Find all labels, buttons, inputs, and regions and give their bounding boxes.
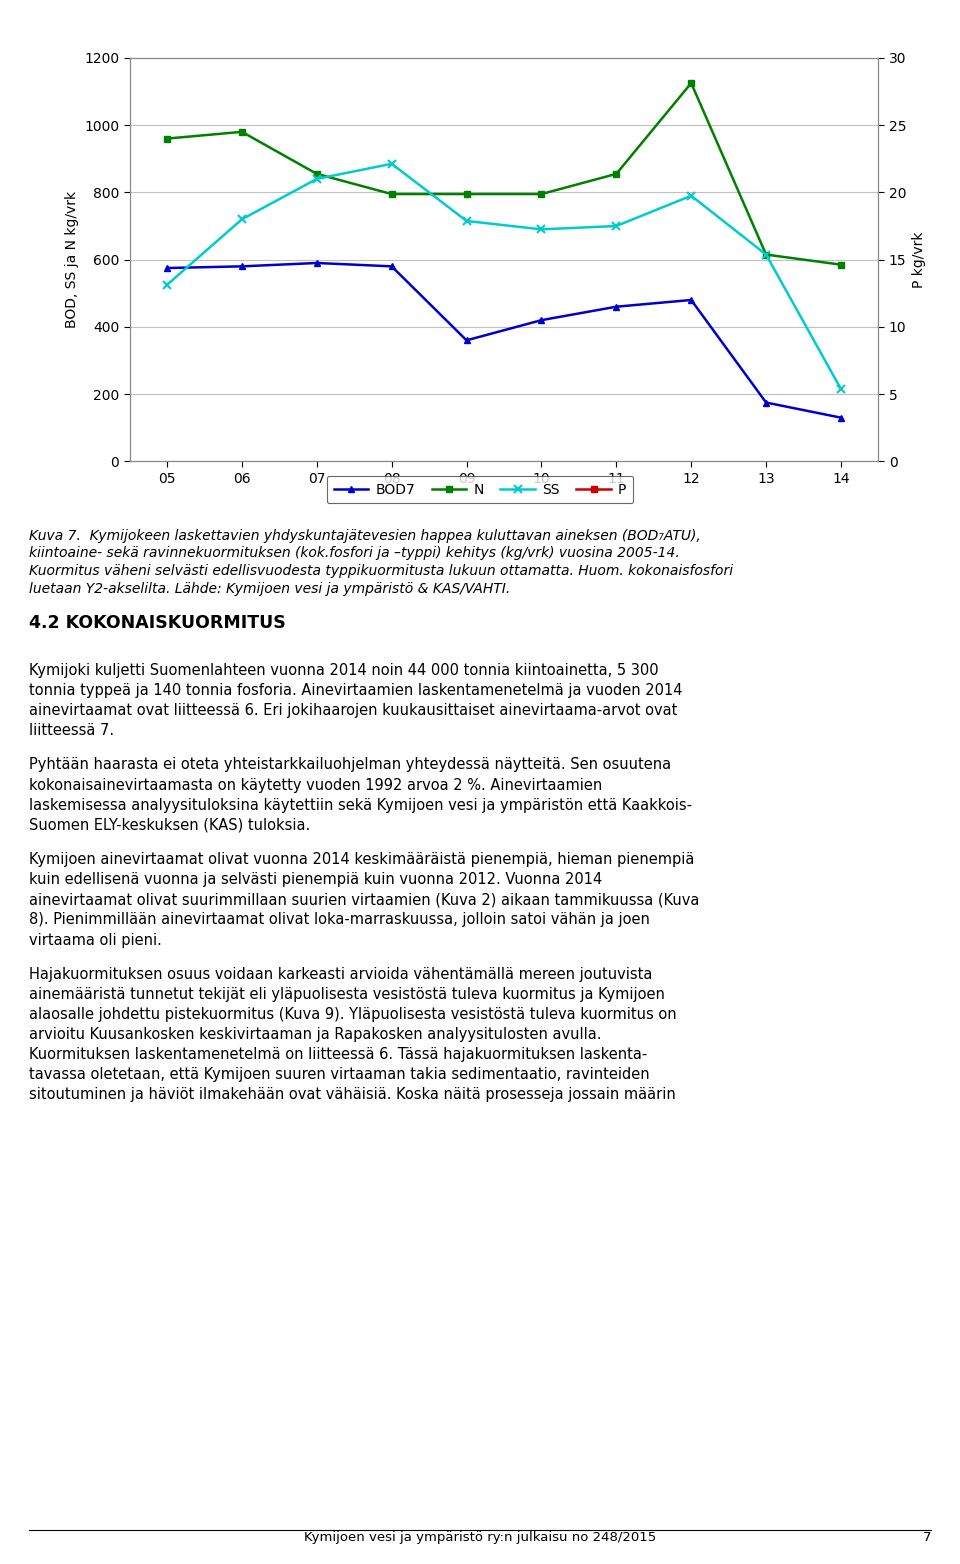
Text: Kuormituksen laskentamenetelmä on liitteessä 6. Tässä hajakuormituksen laskenta-: Kuormituksen laskentamenetelmä on liitte… xyxy=(29,1048,647,1062)
Text: sitoutuminen ja häviöt ilmakehään ovat vähäisiä. Koska näitä prosesseja jossain : sitoutuminen ja häviöt ilmakehään ovat v… xyxy=(29,1087,676,1103)
Text: kuin edellisenä vuonna ja selvästi pienempiä kuin vuonna 2012. Vuonna 2014: kuin edellisenä vuonna ja selvästi piene… xyxy=(29,873,602,887)
Text: kokonaisainevirtaamasta on käytetty vuoden 1992 arvoa 2 %. Ainevirtaamien: kokonaisainevirtaamasta on käytetty vuod… xyxy=(29,777,602,793)
Text: alaosalle johdettu pistekuormitus (Kuva 9). Yläpuolisesta vesistöstä tuleva kuor: alaosalle johdettu pistekuormitus (Kuva … xyxy=(29,1007,677,1021)
Legend: BOD7, N, SS, P: BOD7, N, SS, P xyxy=(326,475,634,504)
Text: Kuva 7.  Kymijokeen laskettavien yhdyskuntajätevesien happea kuluttavan aineksen: Kuva 7. Kymijokeen laskettavien yhdyskun… xyxy=(29,529,701,543)
Text: Pyhtään haarasta ei oteta yhteistarkkailuohjelman yhteydessä näytteitä. Sen osuu: Pyhtään haarasta ei oteta yhteistarkkail… xyxy=(29,757,671,773)
Text: Hajakuormituksen osuus voidaan karkeasti arvioida vähentämällä mereen joutuvista: Hajakuormituksen osuus voidaan karkeasti… xyxy=(29,967,652,982)
Text: Kymijoen vesi ja ympäristö ry:n julkaisu no 248/2015: Kymijoen vesi ja ympäristö ry:n julkaisu… xyxy=(304,1531,656,1544)
Text: 4.2 KOKONAISKUORMITUS: 4.2 KOKONAISKUORMITUS xyxy=(29,615,285,632)
Text: Kymijoen ainevirtaamat olivat vuonna 2014 keskimääräistä pienempiä, hieman piene: Kymijoen ainevirtaamat olivat vuonna 201… xyxy=(29,852,694,866)
Text: ainemääristä tunnetut tekijät eli yläpuolisesta vesistöstä tuleva kuormitus ja K: ainemääristä tunnetut tekijät eli yläpuo… xyxy=(29,987,664,1003)
Text: laskemisessa analyysituloksina käytettiin sekä Kymijoen vesi ja ympäristön että : laskemisessa analyysituloksina käytettii… xyxy=(29,798,692,813)
Text: Kuormitus väheni selvästi edellisvuodesta typpikuormitusta lukuun ottamatta. Huo: Kuormitus väheni selvästi edellisvuodest… xyxy=(29,565,732,579)
Text: Suomen ELY-keskuksen (KAS) tuloksia.: Suomen ELY-keskuksen (KAS) tuloksia. xyxy=(29,818,310,832)
Text: ainevirtaamat ovat liitteessä 6. Eri jokihaarojen kuukausittaiset ainevirtaama-a: ainevirtaamat ovat liitteessä 6. Eri jok… xyxy=(29,704,677,718)
Text: tonnia typpeä ja 140 tonnia fosforia. Ainevirtaamien laskentamenetelmä ja vuoden: tonnia typpeä ja 140 tonnia fosforia. Ai… xyxy=(29,683,683,698)
Text: 8). Pienimmillään ainevirtaamat olivat loka-marraskuussa, jolloin satoi vähän ja: 8). Pienimmillään ainevirtaamat olivat l… xyxy=(29,912,650,927)
Text: virtaama oli pieni.: virtaama oli pieni. xyxy=(29,932,161,948)
Text: tavassa oletetaan, että Kymijoen suuren virtaaman takia sedimentaatio, ravinteid: tavassa oletetaan, että Kymijoen suuren … xyxy=(29,1067,649,1082)
Text: arvioitu Kuusankosken keskivirtaaman ja Rapakosken analyysitulosten avulla.: arvioitu Kuusankosken keskivirtaaman ja … xyxy=(29,1028,601,1042)
Text: 7: 7 xyxy=(923,1531,931,1544)
Text: ainevirtaamat olivat suurimmillaan suurien virtaamien (Kuva 2) aikaan tammikuuss: ainevirtaamat olivat suurimmillaan suuri… xyxy=(29,893,699,907)
Text: liitteessä 7.: liitteessä 7. xyxy=(29,723,114,738)
Y-axis label: P kg/vrk: P kg/vrk xyxy=(912,231,926,288)
Y-axis label: BOD, SS ja N kg/vrk: BOD, SS ja N kg/vrk xyxy=(64,191,79,328)
Text: kiintoaine- sekä ravinnekuormituksen (kok.fosfori ja –typpi) kehitys (kg/vrk) vu: kiintoaine- sekä ravinnekuormituksen (ko… xyxy=(29,546,680,560)
Text: Kymijoki kuljetti Suomenlahteen vuonna 2014 noin 44 000 tonnia kiintoainetta, 5 : Kymijoki kuljetti Suomenlahteen vuonna 2… xyxy=(29,663,659,677)
Text: luetaan Y2-akselilta. Lähde: Kymijoen vesi ja ympäristö & KAS/VAHTI.: luetaan Y2-akselilta. Lähde: Kymijoen ve… xyxy=(29,582,510,596)
